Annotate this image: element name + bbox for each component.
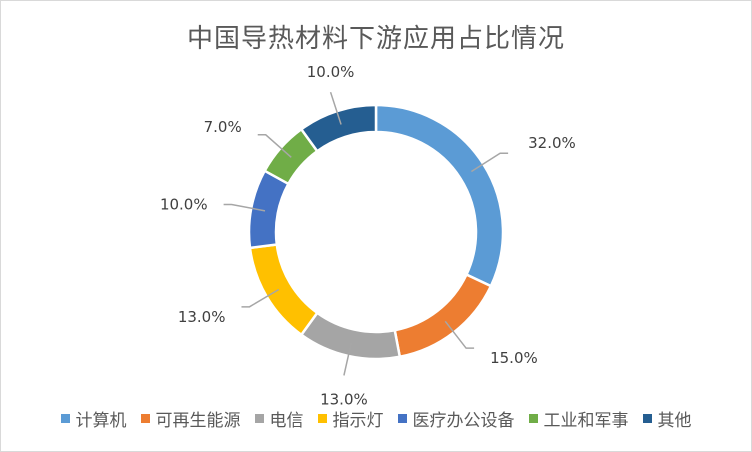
data-label-6: 7.0% — [204, 118, 242, 136]
data-label-1: 32.0% — [528, 134, 576, 152]
legend-item-6: 工业和军事 — [528, 406, 629, 431]
legend-swatch — [397, 414, 407, 423]
data-label-7: 10.0% — [307, 63, 355, 81]
legend-swatch — [60, 414, 70, 423]
legend-swatch — [642, 414, 652, 423]
data-label-2: 15.0% — [490, 349, 538, 367]
slice-3 — [299, 311, 402, 361]
legend-label: 可再生能源 — [155, 411, 241, 431]
legend-swatch — [140, 414, 150, 423]
leader-line-3 — [343, 342, 353, 376]
legend-label: 指示灯 — [332, 411, 384, 431]
leader-line-1 — [471, 152, 509, 173]
legend-swatch — [528, 414, 538, 423]
legend-item-1: 计算机 — [60, 406, 127, 431]
leader-line-2 — [444, 320, 475, 349]
legend-label: 工业和军事 — [543, 411, 629, 431]
leader-line-5 — [223, 203, 266, 212]
leader-line-7 — [329, 91, 342, 125]
slice-7 — [299, 103, 378, 153]
legend-label: 其他 — [657, 411, 692, 431]
legend-label: 电信 — [269, 411, 304, 431]
data-label-3: 13.0% — [320, 390, 368, 408]
legend-label: 医疗办公设备 — [412, 411, 515, 431]
data-label-4: 13.0% — [178, 308, 226, 326]
legend-label: 计算机 — [75, 411, 127, 431]
legend-item-4: 指示灯 — [317, 406, 384, 431]
data-label-5: 10.0% — [160, 195, 208, 213]
chart-legend: 计算机 可再生能源 电信 指示灯 医疗办公设备 工业和军事 其他 — [0, 406, 752, 431]
leader-line-4 — [241, 288, 280, 308]
legend-swatch — [254, 414, 264, 423]
legend-item-7: 其他 — [642, 406, 692, 431]
legend-item-3: 电信 — [254, 406, 304, 431]
slice-2 — [393, 272, 493, 359]
chart-title: 中国导热材料下游应用占比情况 — [186, 24, 565, 54]
slice-4 — [248, 243, 319, 337]
leader-line-6 — [257, 134, 292, 158]
legend-swatch — [317, 414, 327, 423]
slice-1 — [374, 103, 505, 288]
legend-item-5: 医疗办公设备 — [397, 406, 515, 431]
legend-item-2: 可再生能源 — [140, 406, 241, 431]
